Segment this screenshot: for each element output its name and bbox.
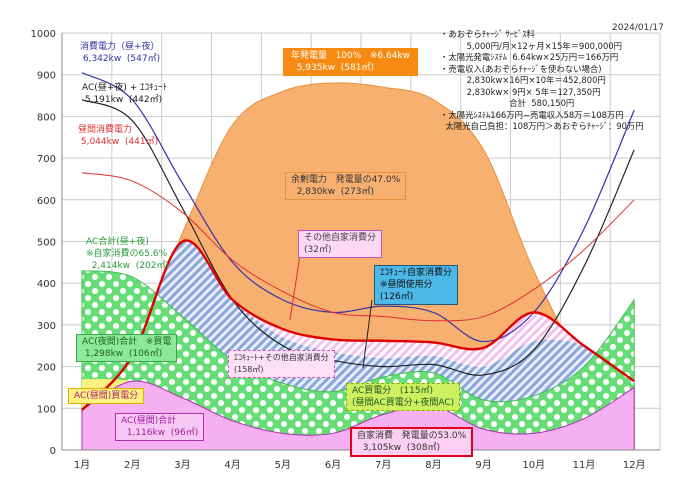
cost-notes: ・あおぞらﾁｬｰｼﾞ ｻｰﾋﾞｽ料 5,000円/月×12ヶ月×15年＝900,… — [440, 29, 644, 133]
y-tick-label: 1000 — [31, 29, 56, 40]
label-surplus: 余剰電力 発電量の47.0% 2,830kw (273㎡) — [285, 172, 407, 200]
label-other-self: その他自家消費分 (32㎡) — [298, 230, 383, 258]
y-tick-label: 600 — [37, 196, 56, 207]
note-line: ・太陽光ｼｽﾃﾑ166万円−売電収入58万＝108万円 — [440, 109, 624, 120]
y-tick-label: 700 — [37, 154, 56, 165]
label-self-consumption: 自家消費 発電量の53.0% 3,105kw (308㎡) — [350, 427, 474, 457]
note-line: 5,000円/月×12ヶ月×15年＝900,000円 — [440, 40, 623, 51]
note-line: ・太陽光発電ｼｽﾃﾑ 6.64kw×25万円＝166万円 — [440, 52, 619, 62]
x-tick-label: 12月 — [623, 459, 646, 471]
date-label: 2024/01/17 — [612, 23, 664, 33]
label-ecocute-self: ｴｺｷｭｰﾄ自家消費分 ※昼間使用分 (126㎡) — [374, 265, 459, 305]
x-tick-label: 11月 — [573, 459, 596, 471]
x-tick-label: 9月 — [475, 459, 491, 471]
x-tick-label: 7月 — [375, 459, 391, 471]
y-tick-label: 400 — [37, 279, 56, 290]
daytime-consumption-line — [81, 172, 635, 322]
y-tick-label: 0 — [50, 446, 56, 457]
self-consumption-line — [81, 239, 635, 411]
consumption-line — [81, 72, 635, 343]
label-ac-total: AC合計(昼+夜) ※自家消費の65.6% 2,414kw (202㎡) — [86, 237, 169, 271]
label-consumption: 消費電力（昼+夜） 6,342kw (547㎡) — [80, 42, 161, 64]
note-line: ・あおぞらﾁｬｰｼﾞ ｻｰﾋﾞｽ料 — [440, 29, 535, 39]
label-generation: 年発電量 100% ※6.64kw 5,935kw (581㎡) — [283, 48, 419, 76]
x-tick-label: 1月 — [74, 459, 90, 471]
note-line: ・売電収入(あおぞらﾁｬｰｼﾞを使わない場合) — [440, 63, 602, 74]
ac-ecocute-line — [81, 99, 635, 376]
label-ecocute-other: ｴｺｷｭｰﾄ+その他自家消費分 (158㎡) — [228, 350, 335, 378]
x-tick-label: 8月 — [425, 459, 441, 471]
label-daytime-consumption: 昼間消費電力 5,044kw (441㎡) — [78, 125, 159, 147]
x-tick-label: 2月 — [124, 459, 140, 471]
y-tick-label: 200 — [37, 363, 56, 374]
leader-line — [362, 299, 373, 369]
label-ac-day-buy: AC(昼間)買電分 — [68, 388, 145, 404]
x-tick-label: 6月 — [325, 459, 341, 471]
x-tick-label: 4月 — [224, 459, 240, 471]
leader-line — [289, 254, 301, 321]
note-line: 合計 580,150円 — [440, 98, 575, 108]
note-line: 2,830kw×16円×10年＝452,800円 — [440, 75, 606, 85]
ac-total-area — [81, 270, 635, 451]
y-tick-label: 500 — [37, 238, 56, 249]
x-tick-label: 5月 — [275, 459, 291, 471]
label-ac-buy: AC買電分 (115㎡) (昼間AC買電分+夜間AC) — [346, 383, 461, 411]
label-ac-ecocute: AC(昼+夜) + ｴｺｷｭｰﾄ 5,191kw (442㎡) — [82, 83, 168, 105]
label-ac-night: AC(夜間)合計 ※買電 1,298kw (106㎡) — [76, 334, 178, 362]
note-line: 2,830kw× 9円× 5年＝127,350円 — [440, 86, 601, 97]
label-ac-day: AC(昼間)合計 1,116kw (96㎡) — [115, 413, 205, 441]
note-line: 太陽光自己負担：108万円＞あおぞらﾁｬｰｼﾞ：90万円 — [440, 121, 644, 131]
y-tick-label: 300 — [37, 321, 56, 332]
y-tick-label: 100 — [37, 404, 56, 415]
y-tick-label: 900 — [37, 71, 56, 82]
x-tick-label: 10月 — [522, 459, 545, 471]
ac-day-area — [81, 380, 635, 451]
x-tick-label: 3月 — [174, 459, 190, 471]
y-tick-label: 800 — [37, 112, 56, 123]
